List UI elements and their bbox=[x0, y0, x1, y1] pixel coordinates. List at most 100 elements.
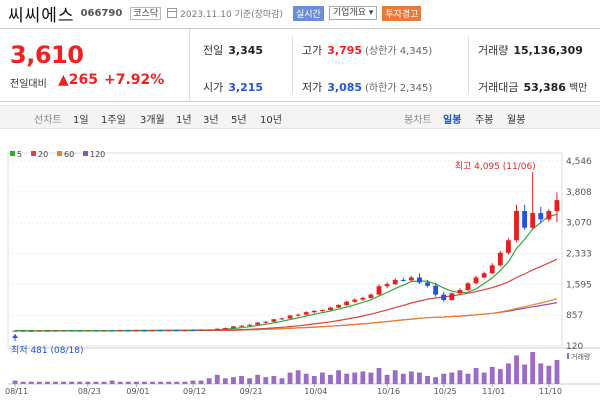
chart-toolbar: 선차트 1일 1주일 3개월 1년 3년 5년 10년 봉차트 일봉 주봉 월봉 bbox=[0, 105, 600, 129]
candle-body bbox=[449, 293, 455, 301]
y-tick-label: 120 bbox=[566, 342, 583, 352]
volume-bar bbox=[142, 381, 147, 384]
current-price: 3,610 bbox=[10, 41, 84, 69]
legend-label: 5 bbox=[17, 150, 22, 159]
volume-bar bbox=[158, 381, 164, 384]
volume-bar bbox=[481, 372, 487, 384]
stock-header: 씨씨에스 066790 코스닥 2023.11.10 기준(장마감) 실시간 기… bbox=[0, 0, 600, 26]
volume-bar bbox=[28, 381, 34, 384]
candle-body bbox=[522, 210, 528, 228]
volume-bar bbox=[554, 360, 560, 384]
candle-daily-tab[interactable]: 일봉 bbox=[443, 115, 462, 126]
change-label: 전일대비 bbox=[10, 79, 47, 90]
change-amount: ▲265 bbox=[58, 72, 98, 88]
volume-bar bbox=[117, 381, 123, 384]
volume-bar bbox=[174, 381, 180, 384]
candle-body bbox=[295, 314, 301, 316]
y-tick-label: 857 bbox=[566, 311, 583, 321]
period-1w[interactable]: 1주일 bbox=[101, 115, 126, 126]
volume-bar bbox=[36, 381, 42, 384]
y-tick-label: 3,808 bbox=[566, 188, 592, 198]
volume-bar bbox=[449, 372, 455, 384]
candle-body bbox=[150, 330, 155, 332]
volume-bar bbox=[182, 381, 188, 384]
prev-close-cell: 전일 3,345 bbox=[203, 44, 264, 57]
volume-bar bbox=[85, 381, 91, 384]
candle-body bbox=[263, 321, 269, 323]
volume-bar bbox=[150, 381, 155, 384]
volume-bar bbox=[497, 369, 503, 384]
candle-body bbox=[408, 277, 414, 281]
candle-monthly-tab[interactable]: 월봉 bbox=[507, 115, 526, 126]
candle-weekly-tab[interactable]: 주봉 bbox=[475, 115, 494, 126]
candle-chart-tab[interactable]: 봉차트 bbox=[404, 115, 432, 126]
candle-body bbox=[489, 265, 495, 274]
calendar-icon bbox=[167, 8, 178, 18]
volume-bar bbox=[522, 364, 528, 384]
candle-body bbox=[538, 213, 544, 220]
candle-body bbox=[158, 330, 164, 332]
stock-chart[interactable]: 4,546 3,808 3,070 2,333 1,595 857 120 5 20 60 120 0… bbox=[0, 131, 600, 405]
period-1d[interactable]: 1일 bbox=[73, 115, 89, 126]
period-5y[interactable]: 5년 bbox=[231, 115, 247, 126]
candle-body bbox=[69, 330, 75, 332]
x-tick-label: 10/16 bbox=[377, 387, 400, 396]
change-percent: +7.92% bbox=[104, 72, 165, 88]
volume-bar bbox=[319, 372, 325, 384]
volume-bar bbox=[336, 370, 341, 384]
company-overview-button[interactable]: 기업개요 ▾ bbox=[328, 6, 378, 20]
candle-body bbox=[109, 330, 115, 332]
ma5-line bbox=[15, 213, 558, 332]
candle-body bbox=[142, 330, 147, 332]
candle-body bbox=[530, 213, 536, 228]
price-panel: 3,610 전일대비 ▲265 +7.92% 전일 3,345 시가 3,215 고… bbox=[0, 28, 600, 102]
volume-cell: 거래량 15,136,309 bbox=[478, 44, 583, 57]
volume-bar bbox=[222, 378, 228, 384]
candle-body bbox=[133, 330, 139, 332]
candle-body bbox=[239, 325, 244, 327]
candlestick-chart[interactable]: 4,546 3,808 3,070 2,333 1,595 857 120 5 20 60 120 0… bbox=[0, 131, 600, 405]
candle-body bbox=[61, 330, 66, 332]
candle-body bbox=[319, 310, 325, 312]
investment-warning-badge[interactable]: 투자경고 bbox=[382, 5, 422, 21]
volume-bar bbox=[417, 372, 422, 384]
volume-bar bbox=[279, 378, 285, 384]
candle-body bbox=[85, 330, 91, 332]
line-chart-tab[interactable]: 선차트 bbox=[34, 115, 62, 126]
volume-bar bbox=[295, 370, 301, 384]
volume-bar bbox=[344, 373, 350, 384]
x-tick-label: 09/21 bbox=[240, 387, 263, 396]
volume-bar bbox=[239, 376, 244, 384]
candle-body bbox=[497, 252, 503, 266]
candle-body bbox=[125, 330, 131, 332]
volume-bar bbox=[352, 372, 358, 384]
legend-swatch bbox=[83, 151, 88, 156]
volume-bar bbox=[247, 378, 253, 384]
volume-bar bbox=[546, 365, 552, 384]
volume-bar bbox=[109, 380, 115, 384]
candle-body bbox=[514, 210, 519, 241]
period-1y[interactable]: 1년 bbox=[176, 115, 192, 126]
legend-label: 60 bbox=[64, 150, 74, 159]
volume-bar bbox=[489, 366, 495, 384]
x-tick-label: 11/01 bbox=[482, 387, 505, 396]
volume-bar bbox=[303, 373, 309, 384]
realtime-button[interactable]: 실시간 bbox=[293, 5, 324, 21]
volume-bar bbox=[263, 377, 269, 384]
x-tick-label: 09/01 bbox=[126, 387, 149, 396]
market-badge: 코스닥 bbox=[130, 6, 162, 20]
volume-bar bbox=[93, 381, 99, 384]
candle-body bbox=[336, 305, 341, 308]
period-10y[interactable]: 10년 bbox=[260, 115, 282, 126]
period-3m[interactable]: 3개월 bbox=[140, 115, 165, 126]
volume-bar bbox=[198, 380, 204, 384]
candle-body bbox=[174, 330, 180, 332]
stock-code: 066790 bbox=[80, 7, 123, 19]
candle-body bbox=[392, 279, 398, 285]
legend-swatch bbox=[10, 151, 15, 156]
x-tick-label: 10/25 bbox=[434, 387, 457, 396]
volume-bar bbox=[392, 370, 398, 384]
candle-body bbox=[368, 294, 374, 298]
candle-body bbox=[255, 322, 261, 325]
period-3y[interactable]: 3년 bbox=[203, 115, 219, 126]
